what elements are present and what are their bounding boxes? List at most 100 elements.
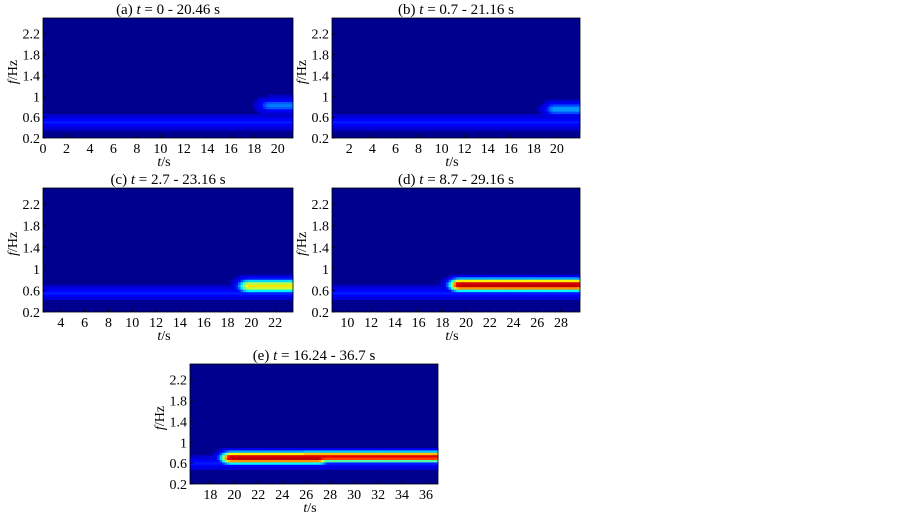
heatmap-cell: [478, 274, 482, 278]
heatmap-cell: [520, 116, 524, 120]
heatmap-cell: [288, 123, 291, 127]
heatmap-cell: [242, 462, 245, 466]
heatmap-cell: [188, 289, 191, 293]
heatmap-cell: [194, 464, 198, 468]
heatmap-cell: [331, 464, 335, 468]
heatmap-cell: [265, 282, 269, 286]
heatmap-cell: [522, 294, 526, 298]
heatmap-cell: [140, 284, 144, 288]
heatmap-cell: [547, 104, 551, 108]
heatmap-cell: [68, 294, 71, 298]
heatmap-cell: [545, 294, 549, 298]
heatmap-cell: [485, 274, 489, 278]
heatmap-cell: [165, 121, 169, 124]
heatmap-cell: [158, 123, 161, 127]
heatmap-cell: [428, 118, 432, 122]
heatmap-cell: [48, 116, 51, 120]
heatmap-cell: [408, 450, 412, 454]
heatmap-cell: [271, 455, 275, 458]
heatmap-cell: [268, 109, 271, 112]
heatmap-cell: [336, 297, 340, 300]
heatmap-cell: [218, 284, 221, 288]
heatmap-cell: [238, 118, 241, 122]
heatmap-cell: [309, 462, 312, 466]
heatmap-cell: [268, 284, 271, 288]
heatmap-cell: [245, 287, 249, 291]
heatmap-cell: [545, 121, 549, 124]
heatmap-cell: [383, 467, 387, 470]
heatmap-cell: [170, 116, 174, 120]
heatmap-cell: [433, 289, 437, 293]
heatmap-cell: [465, 114, 469, 117]
heatmap-cell: [265, 126, 269, 129]
heatmap-cell: [98, 116, 101, 120]
heatmap-cell: [488, 282, 492, 286]
heatmap-cell: [552, 99, 556, 103]
heatmap-cell: [88, 123, 91, 127]
heatmap-cell: [420, 450, 424, 454]
heatmap-cell: [258, 282, 261, 286]
heatmap-cell: [242, 464, 245, 468]
heatmap-cell: [361, 297, 365, 300]
heatmap-cell: [545, 106, 549, 110]
heatmap-cell: [238, 292, 241, 296]
heatmap-cell: [426, 116, 430, 120]
heatmap-cell: [80, 292, 84, 296]
heatmap-cell: [290, 102, 294, 105]
heatmap-cell: [115, 126, 119, 129]
heatmap-cell: [281, 464, 285, 468]
heatmap-cell: [391, 114, 395, 117]
heatmap-cell: [470, 282, 474, 286]
heatmap-cell: [175, 297, 179, 300]
heatmap-cell: [220, 121, 224, 124]
heatmap-cell: [550, 294, 554, 298]
heatmap-cell: [436, 123, 440, 127]
heatmap-cell: [138, 121, 141, 124]
heatmap-cell: [522, 126, 526, 129]
heatmap-cell: [510, 123, 514, 127]
heatmap-cell: [383, 455, 387, 458]
heatmap-cell: [135, 118, 139, 122]
heatmap-cell: [333, 450, 337, 454]
heatmap-cell: [105, 126, 109, 129]
heatmap-cell: [555, 282, 559, 286]
heatmap-cell: [198, 287, 201, 291]
heatmap-cell: [498, 289, 502, 293]
heatmap-cell: [260, 287, 264, 291]
heatmap-cell: [361, 450, 364, 454]
heatmap-cell: [371, 457, 374, 461]
heatmap-cell: [369, 121, 373, 124]
heatmap-cell: [118, 297, 121, 300]
heatmap-cell: [438, 292, 442, 296]
heatmap-cell: [418, 450, 422, 454]
heatmap-cell: [245, 121, 249, 124]
heatmap-cell: [296, 467, 300, 470]
heatmap-cell: [202, 460, 206, 463]
heatmap-cell: [285, 279, 289, 283]
heatmap-cell: [296, 448, 300, 451]
heatmap-cell: [398, 297, 402, 300]
heatmap-cell: [545, 284, 549, 288]
heatmap-cell: [460, 114, 464, 117]
heatmap-cell: [203, 284, 206, 288]
heatmap-cell: [248, 297, 251, 300]
heatmap-cell: [288, 102, 291, 105]
heatmap-cell: [110, 294, 114, 298]
heatmap-cell: [198, 297, 201, 300]
heatmap-cell: [405, 460, 409, 463]
heatmap-cell: [222, 448, 226, 451]
heatmap-cell: [270, 128, 274, 132]
heatmap-cell: [316, 448, 320, 451]
heatmap-cell: [95, 114, 99, 117]
heatmap-cell: [490, 274, 494, 278]
heatmap-cell: [48, 126, 51, 129]
heatmap-cell: [234, 452, 238, 456]
heatmap-cell: [105, 294, 109, 298]
x-tick-label: 24: [275, 488, 289, 503]
heatmap-cell: [90, 126, 94, 129]
heatmap-cell: [288, 292, 291, 296]
heatmap-cell: [224, 464, 228, 468]
heatmap-cell: [253, 274, 256, 278]
heatmap-cell: [525, 121, 529, 124]
heatmap-cell: [391, 287, 395, 291]
